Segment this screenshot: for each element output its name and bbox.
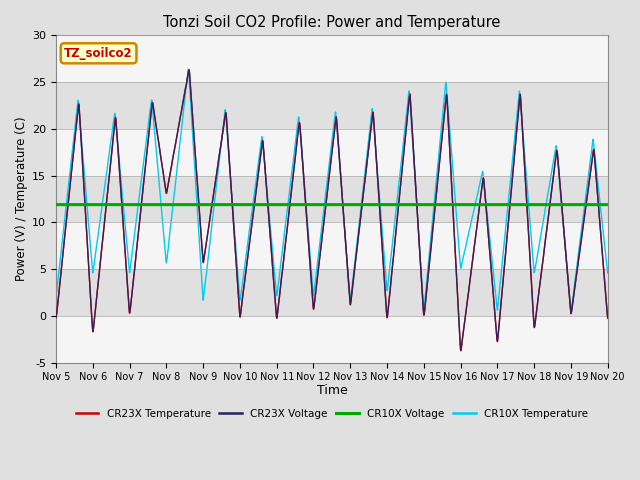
Bar (56, 222, 608, 269)
Bar (56, 36, 608, 82)
X-axis label: Time: Time (317, 384, 348, 397)
Legend: CR23X Temperature, CR23X Voltage, CR10X Voltage, CR10X Temperature: CR23X Temperature, CR23X Voltage, CR10X … (71, 405, 593, 423)
Text: TZ_soilco2: TZ_soilco2 (64, 47, 133, 60)
Bar (56, 316, 608, 363)
Bar (56, 82, 608, 129)
Bar (56, 269, 608, 316)
Title: Tonzi Soil CO2 Profile: Power and Temperature: Tonzi Soil CO2 Profile: Power and Temper… (163, 15, 500, 30)
Bar (56, 176, 608, 222)
Bar (56, 129, 608, 176)
Y-axis label: Power (V) / Temperature (C): Power (V) / Temperature (C) (15, 117, 28, 281)
